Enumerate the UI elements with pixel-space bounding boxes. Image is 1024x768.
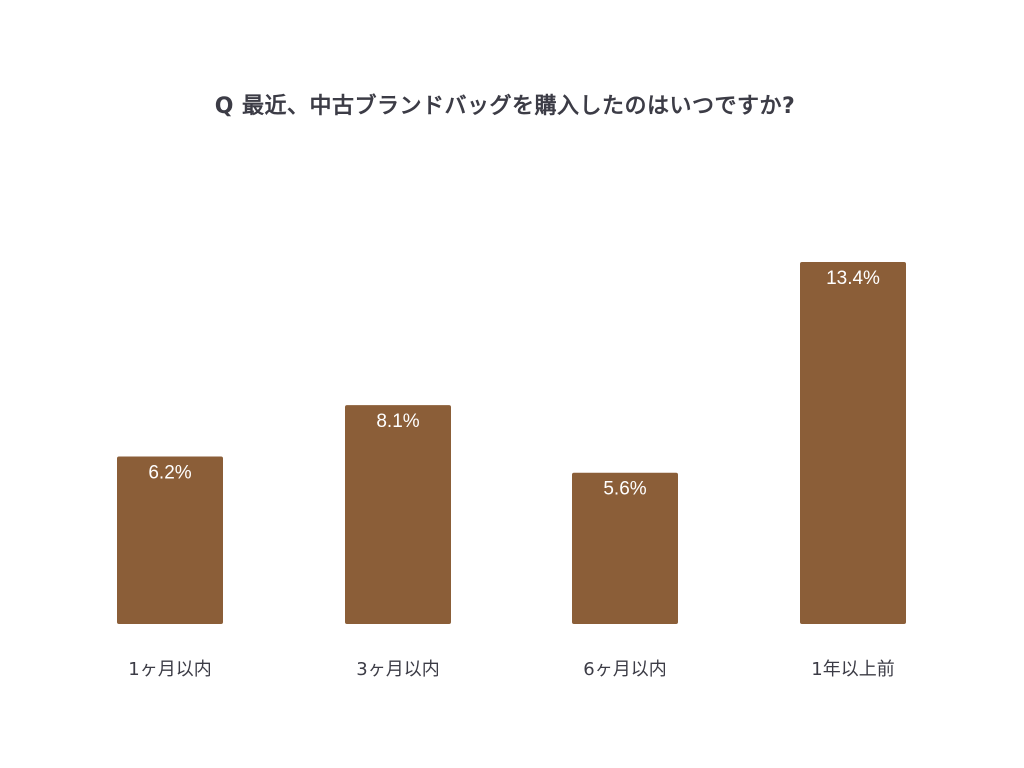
category-label-2: 3ヶ月以内 (356, 659, 439, 680)
bar-2 (345, 405, 451, 624)
chart-title: Q 最近、中古ブランドバッグを購入したのはいつですか? (214, 94, 796, 119)
category-label-1: 1ヶ月以内 (128, 659, 211, 680)
bar-value-label-2: 8.1% (376, 411, 419, 432)
bar-4 (800, 262, 906, 624)
category-label-3: 6ヶ月以内 (583, 659, 666, 680)
bar-value-label-4: 13.4% (826, 268, 880, 289)
bar-1 (117, 456, 223, 624)
bar-value-label-1: 6.2% (148, 463, 191, 484)
bar-value-label-3: 5.6% (603, 479, 646, 500)
category-label-4: 1年以上前 (811, 659, 894, 680)
bar-3 (572, 472, 678, 624)
